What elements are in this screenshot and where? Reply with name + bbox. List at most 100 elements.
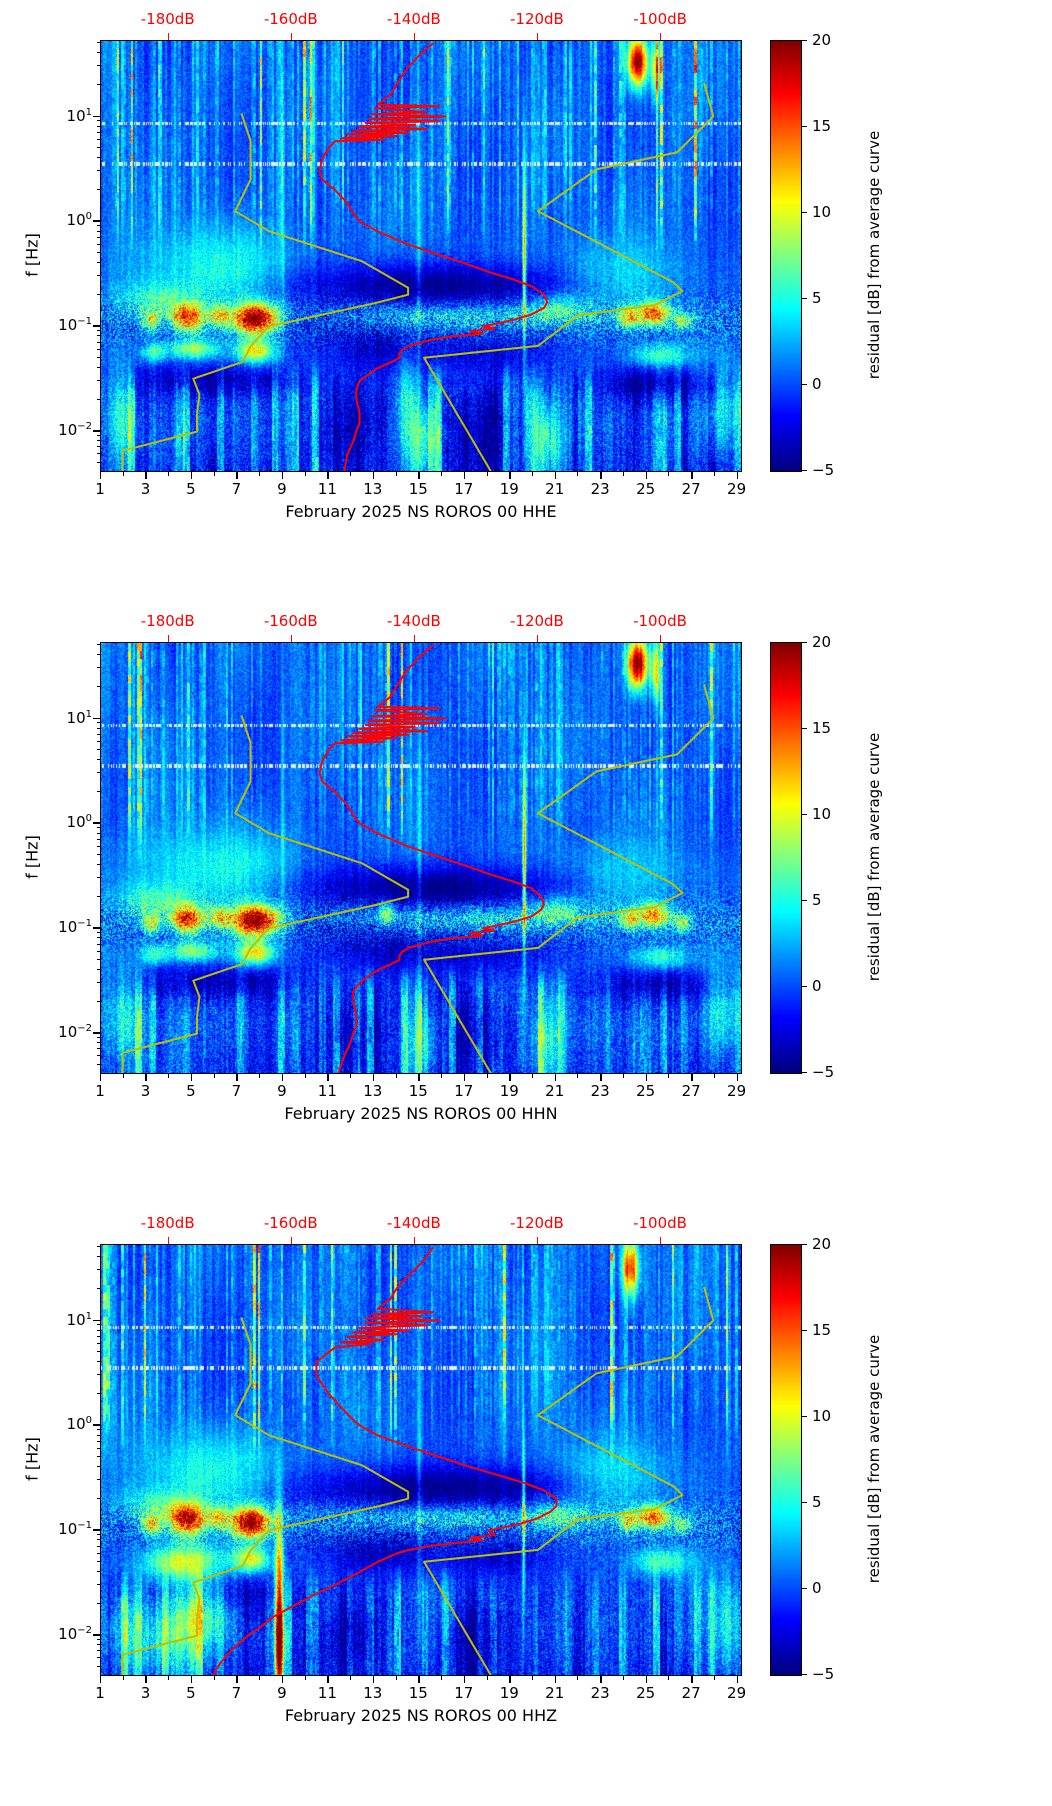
top-axis-tick xyxy=(413,635,416,642)
y-axis-minor-tick xyxy=(96,398,100,400)
median-psd-curve xyxy=(318,42,549,471)
colorbar-tick xyxy=(802,1502,807,1504)
colorbar-tick-label: 10 xyxy=(812,203,832,221)
colorbar xyxy=(770,1244,802,1676)
x-axis-tick xyxy=(236,472,238,479)
x-axis-tick xyxy=(736,1676,738,1683)
x-axis-tick xyxy=(236,1676,238,1683)
colorbar xyxy=(770,642,802,1074)
nlnm-curve xyxy=(121,113,410,471)
colorbar-tick-label: 10 xyxy=(812,1407,832,1425)
colorbar-tick-label: −5 xyxy=(812,1665,835,1683)
colorbar-tick xyxy=(802,1330,807,1332)
y-axis-minor-tick xyxy=(96,853,100,855)
top-axis-tick-label: -180dB xyxy=(140,612,195,630)
y-axis-minor-tick xyxy=(96,380,100,382)
x-axis-minor-tick xyxy=(577,472,579,476)
x-axis-tick-label: 5 xyxy=(186,1082,196,1100)
x-axis-tick-label: 3 xyxy=(140,1082,151,1100)
y-axis-minor-tick xyxy=(96,1571,100,1572)
y-axis-label: f [Hz] xyxy=(22,1437,42,1481)
y-axis-minor-tick xyxy=(96,1650,100,1652)
y-axis-minor-tick xyxy=(96,1256,100,1258)
spectrogram-plot xyxy=(100,642,742,1074)
x-axis-tick-label: 13 xyxy=(363,480,383,498)
x-axis-minor-tick xyxy=(486,1676,488,1680)
y-axis-minor-tick xyxy=(96,461,100,463)
colorbar-tick xyxy=(802,470,807,472)
top-axis-tick-label: -140dB xyxy=(386,1214,441,1232)
y-axis-minor-tick xyxy=(96,1455,100,1457)
median-psd-curve xyxy=(318,644,546,1073)
x-axis-tick xyxy=(100,472,102,479)
y-axis-tick-label: 10−2 xyxy=(58,1023,92,1042)
y-axis-minor-tick xyxy=(96,877,100,879)
colorbar-tick-label: 15 xyxy=(812,1321,832,1339)
x-axis-tick-label: 27 xyxy=(681,1082,701,1100)
x-axis-minor-tick xyxy=(168,1676,170,1680)
x-axis-minor-tick xyxy=(713,1074,715,1078)
top-axis-tick xyxy=(536,1237,539,1244)
x-axis-tick-label: 27 xyxy=(681,1684,701,1702)
y-axis-tick-label: 10−1 xyxy=(58,918,92,937)
x-axis-tick xyxy=(327,472,329,479)
x-axis-tick xyxy=(691,1676,693,1683)
y-axis-minor-tick xyxy=(96,453,100,455)
y-axis-tick-label: 10−2 xyxy=(58,1625,92,1644)
y-axis-minor-tick xyxy=(96,1665,100,1667)
x-axis-tick-label: 21 xyxy=(545,1082,565,1100)
x-axis-tick xyxy=(736,1074,738,1081)
y-axis-tick-label: 10−1 xyxy=(58,1520,92,1539)
y-axis-tick xyxy=(93,1424,100,1426)
colorbar-tick-label: −5 xyxy=(812,461,835,479)
x-axis-tick xyxy=(281,1676,284,1683)
top-axis-tick xyxy=(660,635,662,642)
y-axis-tick xyxy=(93,430,100,432)
colorbar-tick-label: 20 xyxy=(812,633,832,651)
y-axis-tick-label: 100 xyxy=(66,1415,92,1434)
y-axis-tick-label: 101 xyxy=(66,106,92,125)
top-axis-tick-label: -180dB xyxy=(140,1214,195,1232)
colorbar-tick-label: 15 xyxy=(812,719,832,737)
noise-curves-overlay xyxy=(121,1246,715,1675)
x-axis-minor-tick xyxy=(122,1676,124,1680)
top-axis-tick-label: -140dB xyxy=(386,612,441,630)
top-axis-tick xyxy=(290,1237,293,1244)
x-axis-tick-label: 15 xyxy=(408,480,428,498)
x-axis-tick xyxy=(463,1676,466,1683)
colorbar-label: residual [dB] from average curve xyxy=(865,732,883,982)
x-axis-minor-tick xyxy=(531,1676,533,1680)
y-axis-tick xyxy=(93,927,100,929)
colorbar-tick xyxy=(802,1588,807,1590)
top-axis-tick xyxy=(167,33,170,40)
colorbar-tick-label: 5 xyxy=(812,1493,822,1511)
x-axis-tick-label: 27 xyxy=(681,480,701,498)
y-axis-minor-tick xyxy=(96,1063,100,1065)
y-axis-minor-tick xyxy=(96,1440,100,1442)
top-axis-tick xyxy=(536,635,539,642)
x-axis-tick-label: 11 xyxy=(317,480,337,498)
x-axis-minor-tick xyxy=(622,1074,624,1078)
x-axis-tick-label: 9 xyxy=(277,480,287,498)
y-axis-minor-tick xyxy=(96,1466,100,1468)
x-axis-tick xyxy=(372,472,375,479)
y-axis-tick xyxy=(93,1032,100,1034)
y-axis-minor-tick xyxy=(96,225,100,227)
x-axis-tick-label: 29 xyxy=(727,1082,747,1100)
y-axis-minor-tick xyxy=(96,1055,100,1057)
y-axis-minor-tick xyxy=(96,1545,100,1547)
x-axis-tick-label: 17 xyxy=(454,1082,474,1100)
top-axis-tick-label: -160dB xyxy=(263,1214,318,1232)
y-axis-minor-tick xyxy=(96,1246,100,1248)
colorbar-tick xyxy=(802,1244,807,1246)
x-axis-tick xyxy=(645,472,648,479)
top-axis-tick xyxy=(413,1237,416,1244)
y-axis-minor-tick xyxy=(96,1287,100,1289)
y-axis-minor-tick xyxy=(96,1042,100,1044)
x-axis-tick-label: 25 xyxy=(636,1684,656,1702)
y-axis-minor-tick xyxy=(96,1602,100,1604)
x-axis-minor-tick xyxy=(668,1676,670,1680)
y-axis-minor-tick xyxy=(96,1552,100,1554)
y-axis-minor-tick xyxy=(96,1584,100,1586)
y-axis-minor-tick xyxy=(96,1000,100,1002)
